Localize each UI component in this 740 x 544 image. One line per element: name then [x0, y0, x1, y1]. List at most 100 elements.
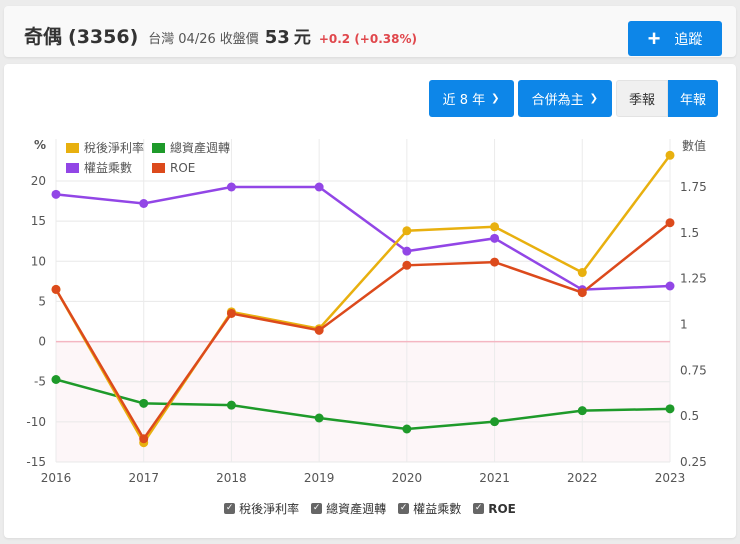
market-label: 台灣 — [148, 32, 175, 47]
data-point[interactable] — [51, 284, 61, 294]
legend-swatch — [152, 143, 165, 153]
checkbox-checked-icon[interactable]: ✓ — [398, 503, 410, 514]
track-button-label: 追蹤 — [674, 30, 703, 47]
data-point[interactable] — [314, 413, 324, 423]
x-tick: 2019 — [304, 471, 335, 485]
price-change: +0.2 (+0.38%) — [318, 32, 417, 46]
y-right-tick: 0.5 — [680, 409, 699, 423]
dupont-line-chart: 20 15 10 5 0 -5 -10 -15 1.75 1.5 1.25 1 0.75 0.5 0.25 2… — [26, 138, 707, 485]
data-point[interactable] — [577, 288, 587, 298]
legend-swatch — [66, 163, 79, 173]
stock-code: (3356) — [68, 26, 139, 48]
toggle-label: 稅後淨利率 — [239, 502, 300, 516]
data-point[interactable] — [577, 268, 587, 278]
data-point[interactable] — [139, 434, 149, 444]
chevron-down-icon: ❯ — [589, 93, 598, 104]
quote-date: 04/26 — [178, 32, 216, 47]
data-point[interactable] — [490, 233, 500, 243]
toggle-label: 權益乘數 — [413, 502, 462, 516]
consolidation-dropdown[interactable]: 合併為主 ❯ — [517, 80, 612, 117]
data-point[interactable] — [577, 406, 587, 416]
y-left-tick: 20 — [31, 174, 46, 188]
checkbox-checked-icon[interactable]: ✓ — [473, 503, 485, 514]
y-right-tick: 1.25 — [680, 272, 707, 286]
toggle-equity-multiplier[interactable]: ✓ 權益乘數 — [398, 500, 461, 517]
y-left-tick: -5 — [34, 375, 46, 389]
toggle-roe[interactable]: ✓ ROE — [473, 500, 516, 517]
y-right-tick: 1.75 — [680, 180, 707, 194]
data-point[interactable] — [490, 257, 500, 267]
data-point[interactable] — [402, 260, 412, 270]
close-price-label: 收盤價 — [219, 32, 259, 47]
y-right-tick: 0.25 — [680, 455, 707, 469]
y-left-tick: 15 — [31, 214, 46, 228]
x-tick: 2021 — [479, 471, 510, 485]
data-point[interactable] — [226, 308, 236, 318]
checkbox-checked-icon[interactable]: ✓ — [224, 503, 236, 514]
series-line — [55, 378, 671, 431]
toggle-label: 總資產週轉 — [326, 502, 387, 516]
y-right-tick: 1 — [680, 318, 688, 332]
close-price: 53 — [264, 27, 290, 48]
data-point[interactable] — [665, 150, 675, 160]
data-point[interactable] — [402, 226, 412, 236]
y-right-tick: 0.75 — [680, 363, 707, 377]
y-left-tick: -10 — [26, 415, 46, 429]
legend-swatch — [152, 163, 165, 173]
y-left-tick: 0 — [38, 335, 46, 349]
y-left-tick: -15 — [26, 455, 46, 469]
chart-card: 近 8 年 ❯ 合併為主 ❯ 季報 年報 20 15 10 5 0 -5 -10 -15 1.7… — [4, 64, 736, 538]
x-tick: 2017 — [128, 471, 159, 485]
series-line — [54, 221, 671, 442]
data-point[interactable] — [51, 189, 61, 199]
y-right-tick: 1.5 — [680, 226, 699, 240]
data-point[interactable] — [665, 404, 675, 414]
series-line — [55, 185, 671, 291]
data-point[interactable] — [665, 218, 675, 228]
legend-label: ROE — [170, 161, 195, 175]
chevron-down-icon: ❯ — [491, 93, 500, 104]
toggle-net-margin[interactable]: ✓ 稅後淨利率 — [224, 500, 299, 517]
data-point[interactable] — [402, 424, 412, 434]
data-point[interactable] — [226, 182, 236, 192]
data-point[interactable] — [490, 417, 500, 427]
data-point[interactable] — [402, 246, 412, 256]
x-tick: 2016 — [41, 471, 72, 485]
chart-controls: 近 8 年 ❯ 合併為主 ❯ 季報 年報 — [428, 80, 718, 117]
legend-label: 權益乘數 — [84, 161, 132, 175]
data-point[interactable] — [490, 222, 500, 232]
x-tick: 2018 — [216, 471, 247, 485]
checkbox-checked-icon[interactable]: ✓ — [311, 503, 323, 514]
stock-name: 奇偶 — [24, 26, 63, 48]
toggle-asset-turnover[interactable]: ✓ 總資產週轉 — [311, 500, 386, 517]
x-tick: 2023 — [655, 471, 686, 485]
data-point[interactable] — [226, 400, 236, 410]
report-type-toggle: 季報 年報 — [615, 80, 718, 117]
series-line — [54, 154, 672, 446]
period-dropdown[interactable]: 近 8 年 ❯ — [428, 80, 514, 117]
price-unit: 元 — [293, 28, 311, 48]
series-toggles: ✓ 稅後淨利率 ✓ 總資產週轉 ✓ 權益乘數 ✓ ROE — [4, 500, 736, 517]
data-point[interactable] — [665, 281, 675, 291]
data-point[interactable] — [314, 325, 324, 335]
quarterly-report-tab[interactable]: 季報 — [615, 80, 668, 117]
annual-report-tab[interactable]: 年報 — [667, 80, 718, 117]
y-left-title: % — [34, 138, 46, 152]
negative-region — [56, 341, 670, 462]
data-point[interactable] — [314, 182, 324, 192]
data-point[interactable] — [51, 375, 61, 384]
track-button[interactable]: + 追蹤 — [628, 21, 722, 56]
stock-header: 奇偶 (3356) 台灣 04/26 收盤價 53 元 +0.2 (+0.38%… — [4, 6, 736, 57]
toggle-label: ROE — [488, 501, 516, 516]
legend-label: 稅後淨利率 — [84, 140, 144, 155]
period-dropdown-label: 近 8 年 — [442, 93, 486, 108]
x-tick: 2020 — [392, 471, 423, 485]
data-point[interactable] — [139, 398, 149, 408]
legend-swatch — [66, 143, 79, 153]
plus-icon: + — [647, 25, 661, 51]
y-left-tick: 5 — [38, 294, 46, 308]
legend-label: 總資產週轉 — [170, 140, 230, 155]
stock-title-row: 奇偶 (3356) 台灣 04/26 收盤價 53 元 +0.2 (+0.38%… — [24, 22, 417, 49]
consolidation-dropdown-label: 合併為主 — [531, 93, 584, 108]
data-point[interactable] — [139, 199, 149, 208]
